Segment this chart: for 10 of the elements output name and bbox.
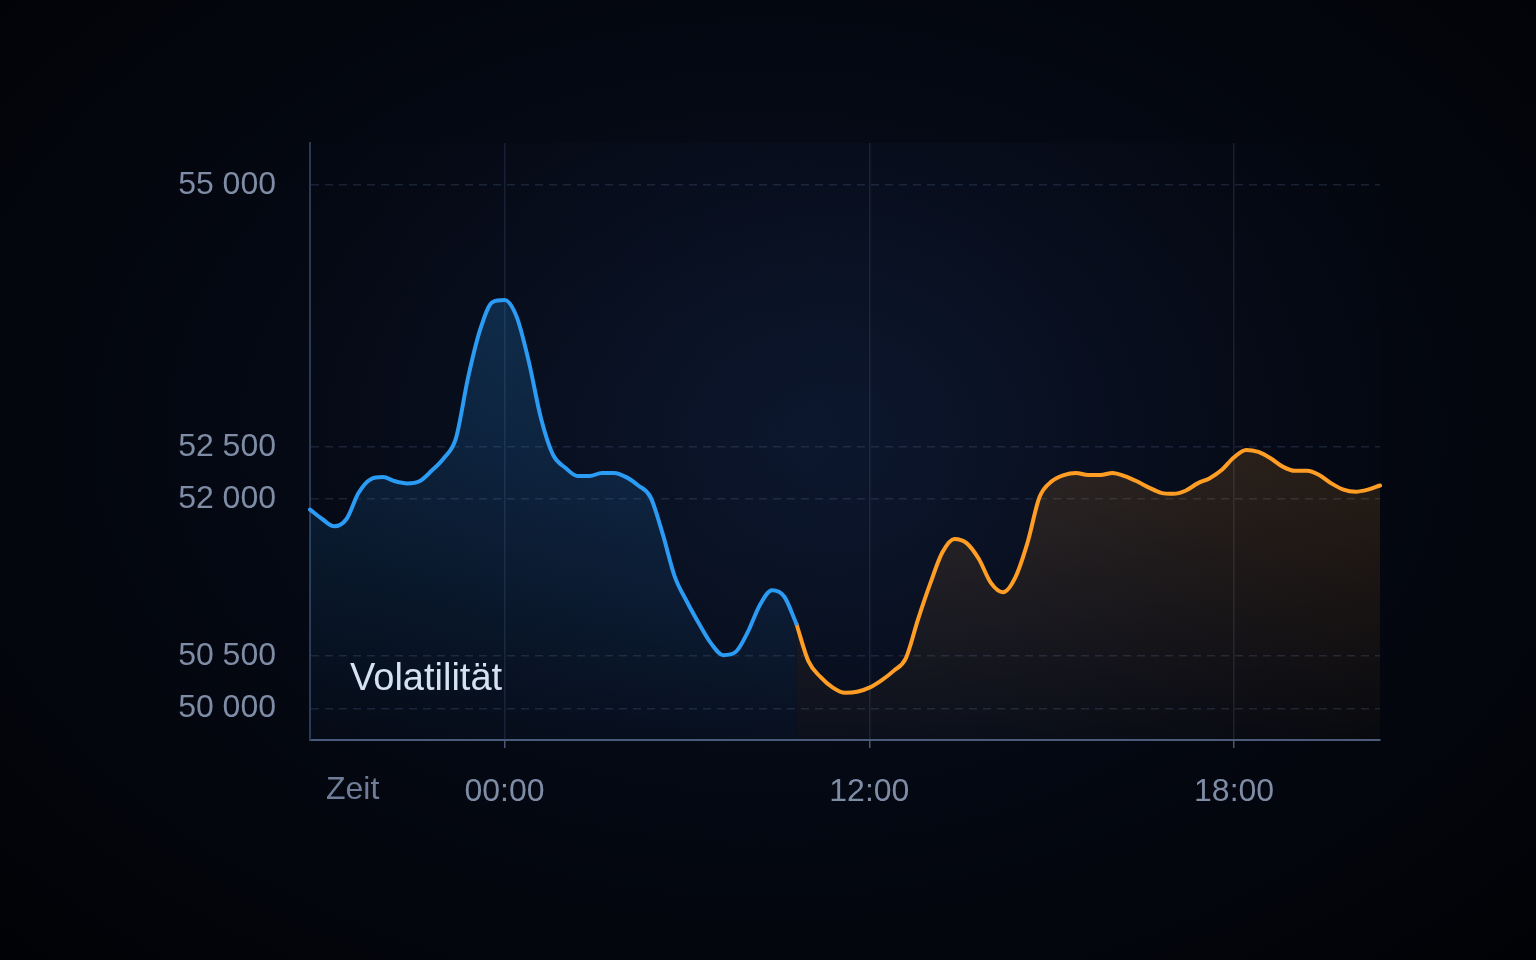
x-axis-title: Zeit — [326, 769, 380, 806]
x-tick-label: 00:00 — [464, 772, 545, 809]
y-tick-label: 55 000 — [178, 164, 276, 201]
annotation: Volatilität — [350, 656, 503, 699]
y-tick-label: 50 000 — [178, 688, 276, 725]
y-tick-label: 52 000 — [178, 478, 276, 515]
x-tick-label: 18:00 — [1194, 772, 1275, 809]
y-tick-label: 52 500 — [178, 426, 276, 463]
y-tick-label: 50 500 — [178, 636, 276, 673]
x-tick-label: 12:00 — [829, 772, 910, 809]
